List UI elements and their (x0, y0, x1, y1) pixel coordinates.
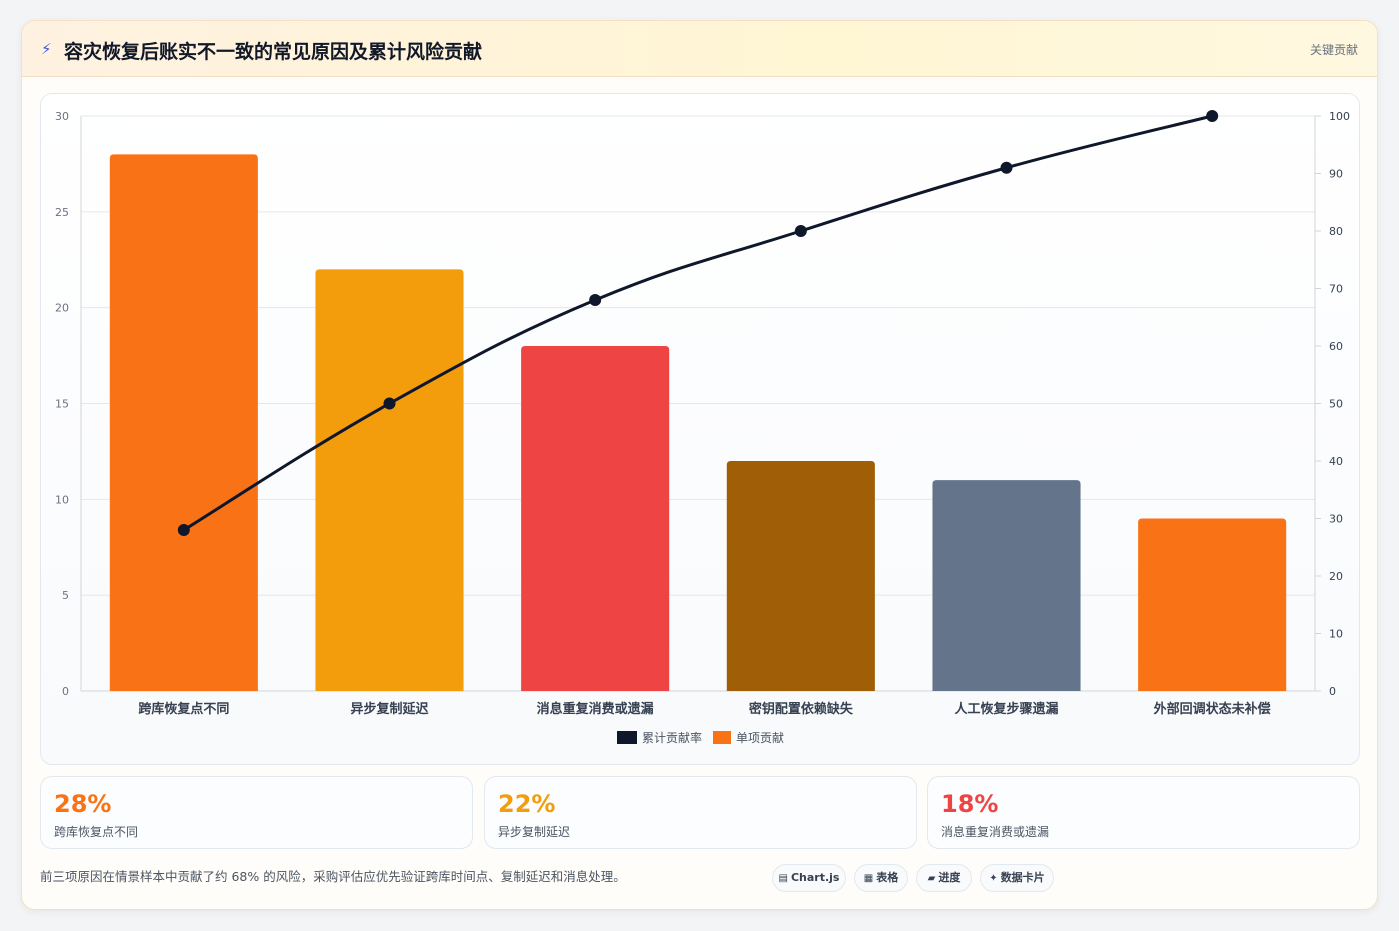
bar-4 (726, 461, 875, 691)
x-tick-label: 异步复制延迟 (350, 701, 428, 717)
pill-data-card[interactable]: ✦ 数据卡片 (980, 864, 1054, 892)
pill-label: Chart.js (790, 871, 840, 884)
bar-5 (932, 480, 1081, 691)
cumulative-point-3 (589, 294, 602, 306)
right-tick-label: 40 (1329, 455, 1343, 468)
right-tick-label: 70 (1329, 283, 1343, 296)
pill-label: 表格 (876, 871, 899, 884)
legend-label-cumulative: 累计贡献率 (642, 730, 702, 745)
x-tick-label: 外部回调状态未补偿 (1153, 701, 1271, 717)
stat-card-3: 18% 消息重复消费或遗漏 (927, 776, 1360, 849)
chart-icon: ▤ (778, 873, 788, 884)
stat-value: 18% (941, 790, 999, 818)
stat-value: 22% (498, 790, 556, 818)
cumulative-point-6 (1206, 110, 1219, 122)
cumulative-point-5 (1000, 161, 1013, 174)
right-tick-label: 20 (1329, 570, 1343, 583)
right-tick-label: 30 (1329, 513, 1343, 526)
pill-progress[interactable]: ▰ 进度 (916, 864, 972, 892)
cumulative-point-1 (177, 524, 190, 536)
bar-2 (315, 269, 464, 691)
pill-label: 进度 (938, 871, 961, 884)
pill-chartjs[interactable]: ▤ Chart.js (772, 864, 846, 892)
lightning-icon: ⚡ (41, 40, 52, 58)
cumulative-point-4 (794, 225, 807, 237)
stat-label: 跨库恢复点不同 (54, 825, 139, 839)
progress-icon: ▰ (927, 873, 936, 884)
x-tick-label: 密钥配置依赖缺失 (748, 701, 854, 717)
right-tick-label: 90 (1329, 168, 1343, 181)
stat-value: 28% (54, 790, 112, 818)
right-tick-label: 10 (1329, 628, 1343, 641)
left-tick-label: 25 (55, 206, 69, 219)
bar-3 (521, 346, 670, 691)
cumulative-line (183, 114, 1213, 532)
x-tick-label: 跨库恢复点不同 (138, 701, 229, 717)
legend-swatch-cumulative (617, 731, 637, 744)
stat-card-1: 28% 跨库恢复点不同 (40, 776, 473, 849)
legend-swatch-single (713, 731, 731, 744)
left-tick-label: 20 (55, 302, 69, 315)
left-tick-label: 15 (55, 398, 69, 411)
left-tick-label: 30 (55, 110, 69, 123)
right-tick-label: 60 (1329, 340, 1343, 353)
table-icon: ▦ (863, 873, 874, 884)
left-tick-label: 5 (62, 589, 69, 602)
stat-label: 消息重复消费或遗漏 (941, 825, 1050, 839)
page-title: 容灾恢复后账实不一致的常见原因及累计风险贡献 (64, 41, 483, 63)
summary-note: 前三项原因在情景样本中贡献了约 68% 的风险，采购评估应优先验证跨库时间点、复… (40, 869, 626, 884)
left-tick-label: 0 (62, 685, 69, 698)
legend-label-single: 单项贡献 (736, 730, 784, 745)
pareto-chart-panel: 0 5 10 15 20 25 30 0 10 20 30 40 50 60 70 80 90 100 跨库恢复点不… (40, 93, 1360, 765)
pill-label: 数据卡片 (1000, 871, 1045, 884)
card-header: ⚡ 容灾恢复后账实不一致的常见原因及累计风险贡献 关键贡献 (22, 21, 1377, 77)
bar-1 (109, 154, 258, 692)
pareto-chart: 0 5 10 15 20 25 30 0 10 20 30 40 50 60 70 80 90 100 跨库恢复点不… (55, 110, 1350, 745)
key-contribution-tag[interactable]: 关键贡献 (1309, 43, 1358, 57)
right-tick-label: 50 (1329, 398, 1343, 411)
cumulative-point-2 (383, 397, 396, 410)
x-tick-label: 人工恢复步骤遗漏 (954, 701, 1058, 717)
x-tick-label: 消息重复消费或遗漏 (537, 701, 654, 717)
pill-table[interactable]: ▦ 表格 (854, 864, 908, 892)
stat-card-2: 22% 异步复制延迟 (484, 776, 917, 849)
right-tick-label: 0 (1329, 685, 1336, 698)
bar-6 (1138, 518, 1287, 691)
stat-label: 异步复制延迟 (498, 825, 571, 839)
right-tick-label: 80 (1329, 225, 1343, 238)
chart-card: ⚡ 容灾恢复后账实不一致的常见原因及累计风险贡献 关键贡献 0 5 10 15 20 25… (21, 20, 1378, 910)
right-tick-label: 100 (1329, 110, 1350, 123)
card-icon: ✦ (989, 873, 998, 884)
left-tick-label: 10 (55, 493, 69, 506)
